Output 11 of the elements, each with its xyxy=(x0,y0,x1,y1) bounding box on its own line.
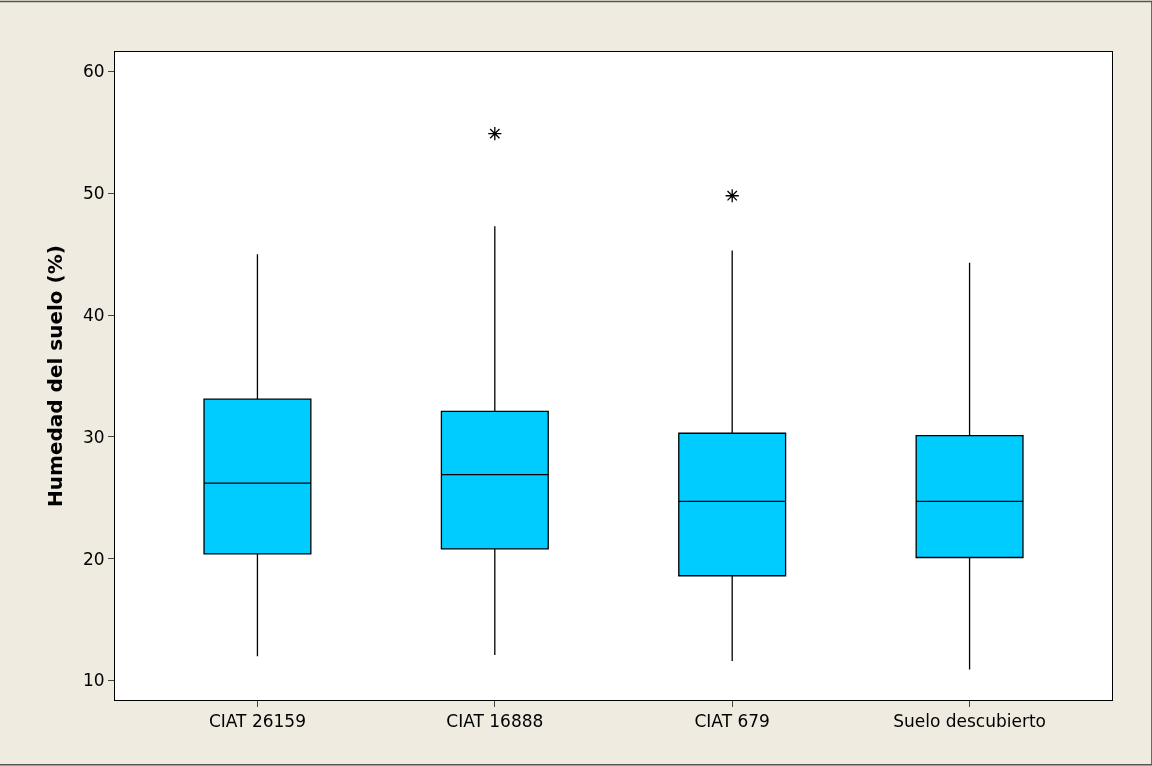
y-axis-title: Humedad del suelo (%) xyxy=(43,245,68,507)
y-tick-label: 60 xyxy=(82,61,105,82)
y-tick-label: 50 xyxy=(82,183,105,204)
x-tick-label: CIAT 16888 xyxy=(446,711,544,732)
y-tick-label: 40 xyxy=(82,305,105,326)
y-tick-label: 10 xyxy=(82,670,105,691)
x-tick-label: CIAT 679 xyxy=(694,711,770,732)
x-tick-label: Suelo descubierto xyxy=(893,711,1046,732)
x-tick-label: CIAT 26159 xyxy=(208,711,306,732)
y-tick-label: 30 xyxy=(82,426,105,447)
y-tick-label: 20 xyxy=(82,548,105,569)
